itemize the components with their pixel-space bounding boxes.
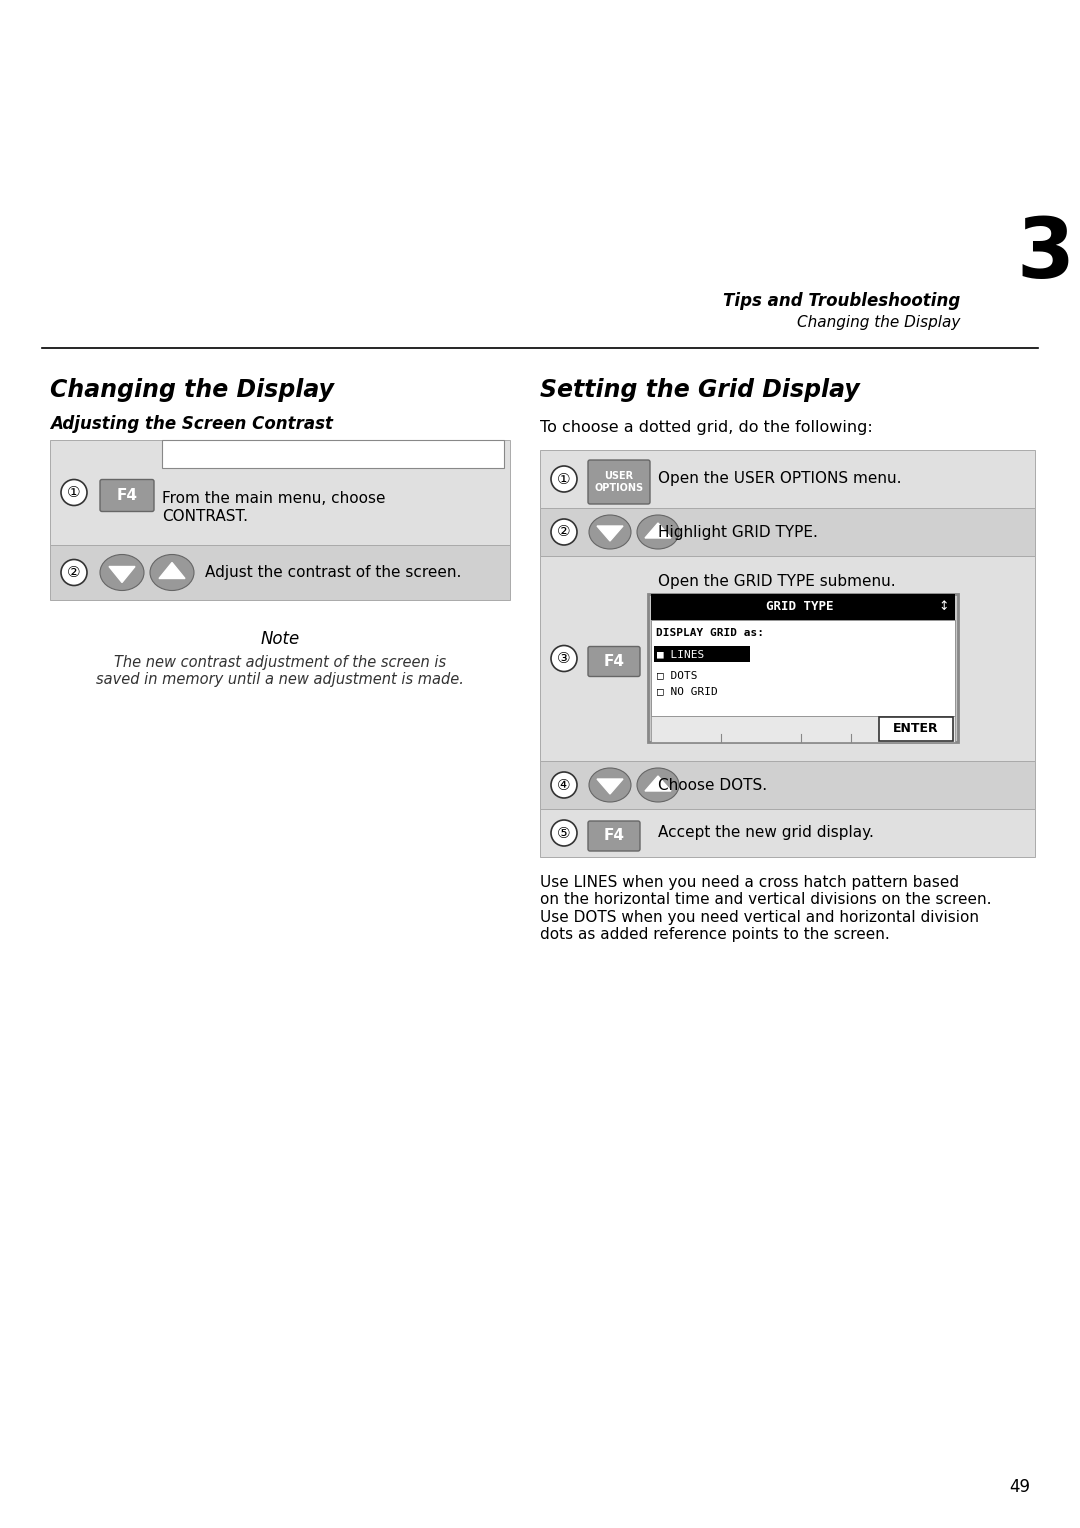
FancyBboxPatch shape (100, 480, 154, 512)
Text: The new contrast adjustment of the screen is
saved in memory until a new adjustm: The new contrast adjustment of the scree… (96, 656, 464, 688)
Ellipse shape (637, 769, 679, 802)
FancyBboxPatch shape (540, 808, 1035, 857)
Text: Use LINES when you need a cross hatch pattern based
on the horizontal time and v: Use LINES when you need a cross hatch pa… (540, 876, 991, 943)
Text: ■ LINES: ■ LINES (657, 649, 704, 659)
Text: Highlight GRID TYPE.: Highlight GRID TYPE. (658, 524, 818, 539)
Polygon shape (597, 526, 623, 541)
Text: Accept the new grid display.: Accept the new grid display. (658, 825, 874, 840)
Text: Note: Note (260, 630, 299, 648)
FancyBboxPatch shape (588, 646, 640, 677)
FancyBboxPatch shape (540, 451, 1035, 507)
Text: Choose DOTS.: Choose DOTS. (658, 778, 767, 793)
Text: 3: 3 (1016, 214, 1074, 295)
Text: ①: ① (557, 472, 571, 486)
Ellipse shape (150, 555, 194, 590)
Circle shape (60, 480, 87, 506)
Text: To choose a dotted grid, do the following:: To choose a dotted grid, do the followin… (540, 420, 873, 435)
FancyBboxPatch shape (50, 440, 510, 545)
Polygon shape (645, 523, 671, 538)
Circle shape (551, 772, 577, 798)
FancyBboxPatch shape (588, 821, 640, 851)
Text: ENTER: ENTER (893, 723, 939, 735)
Text: Tips and Troubleshooting: Tips and Troubleshooting (723, 292, 960, 310)
FancyBboxPatch shape (879, 717, 953, 741)
FancyBboxPatch shape (540, 556, 1035, 761)
Text: Changing the Display: Changing the Display (50, 377, 334, 402)
Text: ↕: ↕ (939, 601, 949, 614)
Text: Open the USER OPTIONS menu.: Open the USER OPTIONS menu. (658, 472, 902, 486)
FancyBboxPatch shape (654, 646, 750, 662)
Text: From the main menu, choose
CONTRAST.: From the main menu, choose CONTRAST. (162, 492, 386, 524)
Circle shape (551, 645, 577, 671)
Text: ⑤: ⑤ (557, 825, 571, 840)
FancyBboxPatch shape (651, 717, 955, 743)
Text: Setting the Grid Display: Setting the Grid Display (540, 377, 860, 402)
Text: ④: ④ (557, 778, 571, 793)
FancyBboxPatch shape (651, 594, 955, 620)
Polygon shape (159, 562, 185, 579)
Text: □ NO GRID: □ NO GRID (657, 686, 718, 695)
FancyBboxPatch shape (648, 594, 958, 743)
Ellipse shape (589, 769, 631, 802)
FancyBboxPatch shape (651, 620, 955, 717)
Text: ③: ③ (557, 651, 571, 666)
FancyBboxPatch shape (50, 545, 510, 601)
Text: ①: ① (67, 484, 81, 500)
Text: Open the GRID TYPE submenu.: Open the GRID TYPE submenu. (658, 575, 895, 588)
Text: USER
OPTIONS: USER OPTIONS (594, 471, 644, 494)
Text: Adjusting the Screen Contrast: Adjusting the Screen Contrast (50, 416, 333, 432)
Text: ②: ② (67, 565, 81, 581)
Text: F4: F4 (117, 487, 137, 503)
Circle shape (551, 821, 577, 847)
FancyBboxPatch shape (162, 440, 504, 468)
Polygon shape (597, 779, 623, 795)
Circle shape (551, 466, 577, 492)
Polygon shape (109, 567, 135, 582)
Circle shape (60, 559, 87, 585)
FancyBboxPatch shape (540, 507, 1035, 556)
Text: F4: F4 (604, 654, 624, 669)
Text: DISPLAY GRID as:: DISPLAY GRID as: (656, 628, 764, 639)
Text: Changing the Display: Changing the Display (797, 315, 960, 330)
FancyBboxPatch shape (540, 761, 1035, 808)
Ellipse shape (100, 555, 144, 590)
Text: ②: ② (557, 524, 571, 539)
Text: Adjust the contrast of the screen.: Adjust the contrast of the screen. (205, 565, 461, 581)
Text: □ DOTS: □ DOTS (657, 669, 698, 680)
Text: 49: 49 (1009, 1478, 1030, 1496)
Text: F4: F4 (604, 828, 624, 843)
Circle shape (551, 520, 577, 545)
FancyBboxPatch shape (588, 460, 650, 504)
Ellipse shape (637, 515, 679, 549)
Ellipse shape (589, 515, 631, 549)
Polygon shape (645, 776, 671, 792)
Text: GRID TYPE: GRID TYPE (766, 601, 834, 614)
